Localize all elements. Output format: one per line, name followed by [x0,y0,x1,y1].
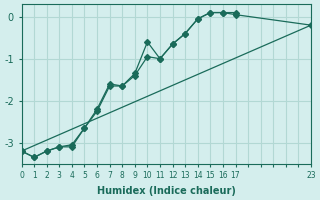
X-axis label: Humidex (Indice chaleur): Humidex (Indice chaleur) [97,186,236,196]
